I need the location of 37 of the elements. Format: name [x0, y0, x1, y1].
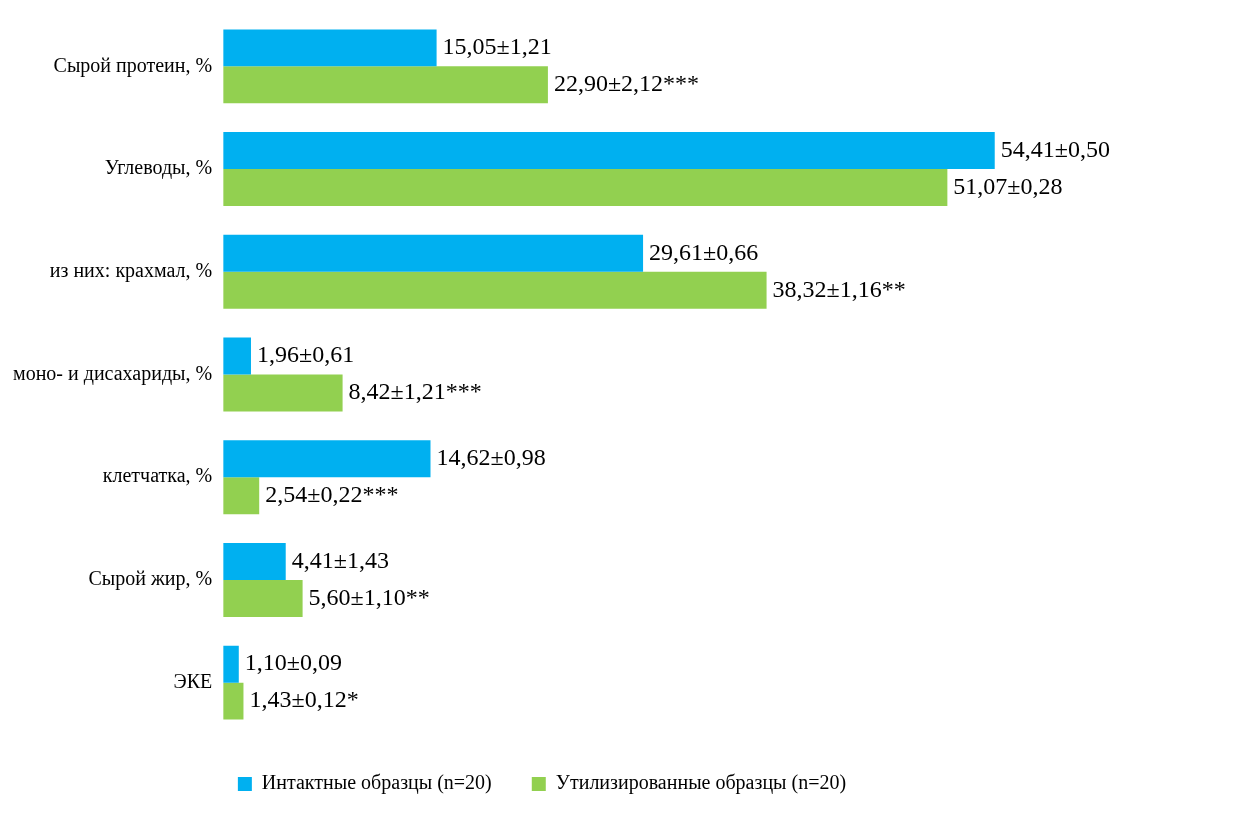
data-label: 1,10±0,09	[244, 649, 342, 676]
y-tick-label: клетчатка, %	[102, 464, 213, 487]
data-label: 51,07±0,28	[953, 172, 1063, 199]
bar	[223, 542, 286, 580]
y-tick-label: из них: крахмал, %	[49, 259, 213, 283]
bar	[223, 132, 995, 170]
bar	[223, 477, 260, 515]
data-label: 54,41±0,50	[1000, 135, 1110, 162]
y-tick-label: Сырой протеин, %	[53, 53, 213, 77]
data-label: 38,32±1,16**	[772, 275, 906, 302]
y-tick-label: моно- и дисахариды, %	[12, 361, 213, 385]
data-label: 14,62±0,98	[436, 444, 546, 471]
bar	[223, 234, 644, 272]
data-label: 22,90±2,12***	[553, 70, 700, 97]
data-label: 29,61±0,66	[649, 238, 759, 265]
data-label: 1,43±0,12*	[249, 686, 359, 713]
bar	[223, 645, 239, 683]
legend-label: Интактные образцы (n=20)	[261, 771, 492, 795]
bar	[223, 271, 767, 309]
bar	[223, 337, 251, 375]
y-tick-label: Углеводы, %	[104, 156, 213, 180]
bar	[223, 682, 244, 720]
data-label: 5,60±1,10**	[308, 583, 430, 610]
data-label: 15,05±1,21	[442, 33, 552, 60]
bar	[223, 66, 548, 104]
bar	[223, 29, 437, 67]
y-tick-label: ЭКЕ	[173, 669, 213, 692]
data-label: 4,41±1,43	[291, 546, 389, 573]
bar	[223, 579, 303, 617]
data-label: 2,54±0,22***	[265, 481, 399, 507]
bar	[223, 440, 431, 478]
data-label: 8,42±1,21***	[348, 378, 482, 405]
legend-label: Утилизированные образцы (n=20)	[555, 771, 847, 795]
data-label: 1,96±0,61	[256, 341, 355, 368]
bar	[223, 374, 343, 412]
bar	[223, 169, 948, 207]
y-tick-label: Сырой жир, %	[88, 567, 213, 591]
